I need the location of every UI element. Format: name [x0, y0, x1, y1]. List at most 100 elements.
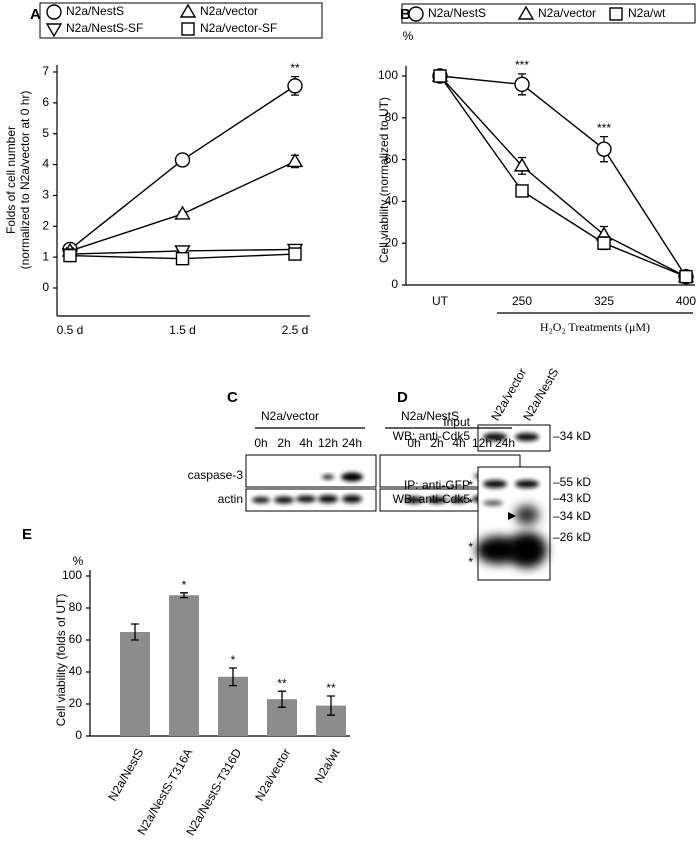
- marker: [597, 236, 611, 250]
- y-unit-label: %: [73, 554, 84, 568]
- x-tick-label: N2a/NestS: [105, 746, 146, 803]
- error-bar: [131, 623, 139, 641]
- series-line: [439, 75, 687, 278]
- legend-marker: [408, 6, 424, 22]
- row-label: caspase-3: [188, 468, 244, 482]
- legend-label: N2a/NestS-SF: [66, 21, 143, 35]
- significance: **: [290, 61, 300, 75]
- y-tick-label: 7: [42, 64, 49, 78]
- lane-label: 4h: [299, 436, 312, 450]
- marker: [514, 76, 530, 93]
- bar: [218, 676, 248, 736]
- y-axis-label: Folds of cell number: [4, 126, 18, 234]
- legend-marker: [609, 7, 623, 21]
- x-tick-label: 250: [512, 294, 532, 308]
- significance: **: [277, 676, 287, 690]
- marker: [513, 157, 531, 172]
- marker: [596, 141, 612, 157]
- y-axis-label: Cell viability (normalized to UT): [377, 97, 391, 263]
- legend-marker: [179, 3, 197, 18]
- legend-label: N2a/wt: [628, 6, 666, 20]
- legend-label: N2a/NestS: [428, 6, 486, 20]
- legend-marker: [46, 4, 62, 20]
- y-tick-label: 4: [42, 157, 49, 171]
- blot-label: WB: anti-Cdk5: [393, 492, 471, 506]
- panel-label: B: [400, 6, 411, 23]
- y-tick-label: 80: [69, 600, 83, 614]
- y-tick-label: 1: [42, 249, 49, 263]
- marker: [286, 153, 304, 168]
- marker: [174, 152, 191, 168]
- x-tick-label: N2a/vector: [252, 746, 293, 803]
- group-label: N2a/NestS: [401, 409, 459, 423]
- blot-label: IP: anti-GFP: [404, 478, 470, 492]
- asterisk: *: [468, 540, 473, 554]
- error-bar: [327, 695, 335, 716]
- series-line: [69, 85, 296, 250]
- bar: [169, 595, 199, 736]
- y-tick-label: 100: [378, 68, 398, 82]
- x-tick-label: 1.5 d: [169, 323, 196, 337]
- significance: *: [231, 653, 236, 667]
- lane-label: 2h: [277, 436, 290, 450]
- y-tick-label: 40: [385, 194, 399, 208]
- y-tick-label: 80: [385, 110, 399, 124]
- asterisk: *: [468, 496, 473, 510]
- y-axis-label: Cell viability (folds of UT): [54, 594, 68, 727]
- marker: [174, 205, 191, 220]
- legend-marker: [181, 22, 195, 36]
- significance: **: [326, 681, 336, 695]
- lane-label: 0h: [254, 436, 267, 450]
- series-line: [439, 75, 687, 278]
- asterisk: *: [468, 555, 473, 569]
- marker: [433, 69, 447, 83]
- marker: [288, 247, 302, 261]
- y-tick-label: 60: [385, 152, 399, 166]
- lane-label: 0h: [407, 436, 420, 450]
- row-label: actin: [218, 492, 243, 506]
- x-tick-label: 0.5 d: [57, 323, 84, 337]
- group-label: N2a/vector: [261, 409, 319, 423]
- significance: ***: [515, 58, 529, 72]
- asterisk: *: [468, 478, 473, 492]
- x-axis-label: H₂O₂ Treatments (μM): [540, 320, 650, 334]
- series-line: [439, 75, 687, 278]
- size-marker: –34 kD: [553, 509, 591, 523]
- lane-label: 2h: [430, 436, 443, 450]
- y-tick-label: 0: [391, 277, 398, 291]
- marker: [515, 184, 529, 198]
- legend-marker: [517, 5, 535, 20]
- x-tick-label: 2.5 d: [282, 323, 309, 337]
- y-tick-label: 5: [42, 126, 49, 140]
- size-marker: –34 kD: [553, 429, 591, 443]
- lane-label: 12h: [318, 436, 338, 450]
- y-tick-label: 40: [69, 664, 83, 678]
- lane-label: 24h: [342, 436, 362, 450]
- y-tick-label: 6: [42, 95, 49, 109]
- lane-label: 4h: [452, 436, 465, 450]
- legend-box: [39, 2, 323, 39]
- bar: [120, 632, 150, 736]
- significance: ***: [597, 121, 611, 135]
- panel-label: A: [30, 6, 41, 23]
- size-marker: –55 kD: [553, 475, 591, 489]
- blot-label: WB: anti-Cdk5: [393, 429, 471, 443]
- x-tick-label: UT: [432, 294, 449, 308]
- y-tick-label: 60: [69, 632, 83, 646]
- x-tick-label: N2a/NestS-T316D: [183, 746, 244, 838]
- lane-label: 24h: [495, 436, 515, 450]
- panel-label: E: [22, 526, 32, 543]
- y-tick-label: 20: [385, 235, 399, 249]
- legend-box: [401, 3, 696, 24]
- size-marker: –43 kD: [553, 491, 591, 505]
- x-tick-label: 325: [594, 294, 614, 308]
- marker: [287, 78, 303, 94]
- y-tick-label: 3: [42, 188, 49, 202]
- panel-label: C: [227, 389, 238, 406]
- legend-label: N2a/vector: [538, 6, 596, 20]
- lane-label: 12h: [472, 436, 492, 450]
- error-bar: [229, 667, 237, 687]
- x-tick-label: N2a/NestS-T316A: [135, 746, 196, 837]
- size-marker: –26 kD: [553, 530, 591, 544]
